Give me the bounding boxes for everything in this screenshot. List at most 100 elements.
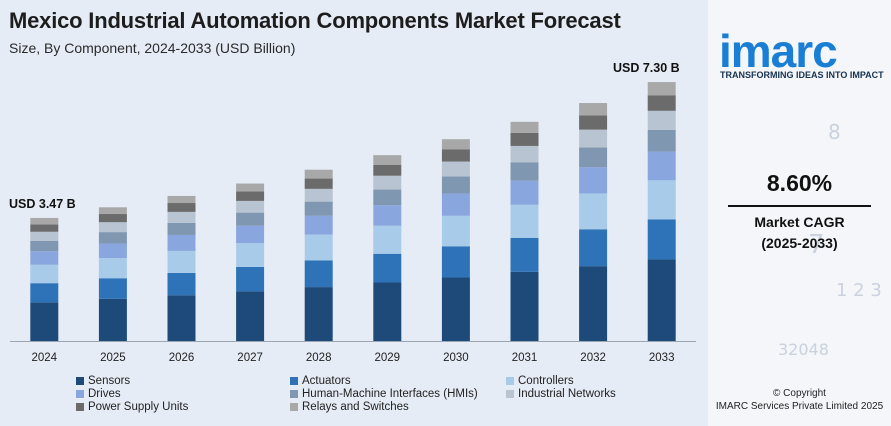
bar-segment-2033-3 xyxy=(647,151,676,181)
x-tick-label: 2026 xyxy=(169,352,195,364)
decorative-number: 8 xyxy=(828,120,841,144)
legend-label: Relays and Switches xyxy=(302,401,409,413)
bar-segment-2025-5 xyxy=(98,222,127,233)
bar-segment-2024-7 xyxy=(30,217,59,225)
legend-item: Industrial Networks xyxy=(506,388,616,400)
legend-swatch xyxy=(76,377,84,385)
bar-segment-2029-2 xyxy=(373,225,402,254)
chart-panel: Mexico Industrial Automation Components … xyxy=(9,8,696,415)
chart-legend: Sensors Actuators Controllers Drives Human-M… xyxy=(76,375,676,415)
legend-label: Sensors xyxy=(88,375,131,387)
bar-segment-2031-2 xyxy=(510,204,539,238)
bar-segment-2030-7 xyxy=(441,139,470,150)
bar-segment-2028-7 xyxy=(304,169,333,179)
legend-swatch xyxy=(76,403,84,411)
bar-segment-2033-6 xyxy=(647,95,676,111)
bar-segment-2024-5 xyxy=(30,231,59,241)
bar-segment-2028-5 xyxy=(304,188,333,202)
bar-segment-2025-1 xyxy=(98,278,127,299)
total-annotation: USD 7.30 B xyxy=(613,61,680,75)
brand-side-panel: 7 1 2 3 32048 8 imarc TRANSFORMING IDEAS… xyxy=(708,0,891,426)
bar-segment-2027-7 xyxy=(236,183,265,192)
legend-swatch xyxy=(506,390,514,398)
bar-segment-2031-0 xyxy=(510,271,539,341)
copyright-notice: © Copyright xyxy=(773,388,826,399)
x-tick-label: 2027 xyxy=(237,352,263,364)
bar-segment-2029-3 xyxy=(373,205,402,226)
x-tick-label: 2024 xyxy=(32,352,58,364)
bar-segment-2032-4 xyxy=(579,147,608,168)
imarc-logo: imarc xyxy=(719,25,838,77)
bar-segment-2027-3 xyxy=(236,225,265,244)
bar-segment-2025-2 xyxy=(98,258,127,279)
bar-segment-2026-3 xyxy=(167,234,196,251)
bar-segment-2028-6 xyxy=(304,178,333,189)
bar-segment-2032-1 xyxy=(579,229,608,267)
bar-segment-2026-5 xyxy=(167,211,196,223)
decorative-number: 1 2 3 xyxy=(836,280,882,301)
bar-segment-2028-2 xyxy=(304,234,333,261)
bar-segment-2024-1 xyxy=(30,283,59,303)
legend-swatch xyxy=(290,390,298,398)
bar-segment-2031-1 xyxy=(510,237,539,272)
bar-segment-2033-0 xyxy=(647,259,676,341)
bar-segment-2029-6 xyxy=(373,164,402,176)
bar-segment-2025-4 xyxy=(98,232,127,244)
bar-segment-2032-0 xyxy=(579,266,608,341)
stacked-bar-chart: 2024 2025 2026 2027 2028 2029 2030 2031 2032 2033… xyxy=(9,61,696,364)
legend-label: Human-Machine Interfaces (HMIs) xyxy=(302,388,478,400)
bar-segment-2025-3 xyxy=(98,243,127,259)
bar-segment-2030-1 xyxy=(441,246,470,278)
bar-segment-2028-3 xyxy=(304,215,333,235)
x-tick-label: 2029 xyxy=(375,352,401,364)
decorative-number: 7 xyxy=(808,230,825,260)
bar-segment-2027-6 xyxy=(236,191,265,201)
bar-segment-2030-5 xyxy=(441,161,470,177)
legend-label: Power Supply Units xyxy=(88,401,189,413)
bar-segment-2026-4 xyxy=(167,222,196,235)
total-annotation: USD 3.47 B xyxy=(9,197,76,211)
cagr-period: (2025-2033) xyxy=(761,235,838,251)
legend-swatch xyxy=(290,403,298,411)
bar-segment-2026-6 xyxy=(167,203,196,212)
legend-item: Human-Machine Interfaces (HMIs) xyxy=(290,388,478,400)
legend-swatch xyxy=(506,377,514,385)
bar-segment-2030-4 xyxy=(441,176,470,194)
cagr-label: Market CAGR xyxy=(754,214,845,230)
bar-segment-2029-5 xyxy=(373,175,402,190)
bar-segment-2024-6 xyxy=(30,224,59,232)
bar-segment-2031-7 xyxy=(510,121,539,133)
divider xyxy=(728,205,871,207)
legend-label: Industrial Networks xyxy=(518,388,616,400)
bar-segment-2024-2 xyxy=(30,264,59,284)
bar-segment-2031-4 xyxy=(510,162,539,181)
bar-segment-2033-7 xyxy=(647,82,676,96)
legend-item: Controllers xyxy=(506,375,574,387)
bar-segment-2033-1 xyxy=(647,219,676,260)
bar-segment-2029-0 xyxy=(373,282,402,341)
bar-segment-2032-7 xyxy=(579,103,608,116)
chart-subtitle: Size, By Component, 2024-2033 (USD Billi… xyxy=(9,40,296,56)
bar-segment-2027-1 xyxy=(236,266,265,292)
chart-title: Mexico Industrial Automation Components … xyxy=(9,8,621,33)
bar-segment-2026-7 xyxy=(167,195,196,204)
legend-label: Actuators xyxy=(302,375,351,387)
company-name: IMARC Services Private Limited 2025 xyxy=(715,401,884,412)
bar-segment-2028-4 xyxy=(304,201,333,216)
bar-segment-2024-4 xyxy=(30,240,59,252)
bar-segment-2027-2 xyxy=(236,243,265,267)
bar-segment-2024-0 xyxy=(30,302,59,341)
legend-label: Drives xyxy=(88,388,121,400)
x-tick-label: 2032 xyxy=(580,352,606,364)
legend-item: Actuators xyxy=(290,375,351,387)
bar-segment-2032-5 xyxy=(579,129,608,148)
bar-segment-2032-6 xyxy=(579,115,608,130)
bar-segment-2033-5 xyxy=(647,110,676,130)
bar-segment-2030-6 xyxy=(441,149,470,162)
bar-segment-2030-2 xyxy=(441,215,470,247)
bar-segment-2026-0 xyxy=(167,295,196,341)
legend-item: Drives xyxy=(76,388,121,400)
x-tick-label: 2025 xyxy=(100,352,126,364)
brand-tagline: TRANSFORMING IDEAS INTO IMPACT xyxy=(720,70,884,80)
bar-segment-2029-1 xyxy=(373,253,402,283)
